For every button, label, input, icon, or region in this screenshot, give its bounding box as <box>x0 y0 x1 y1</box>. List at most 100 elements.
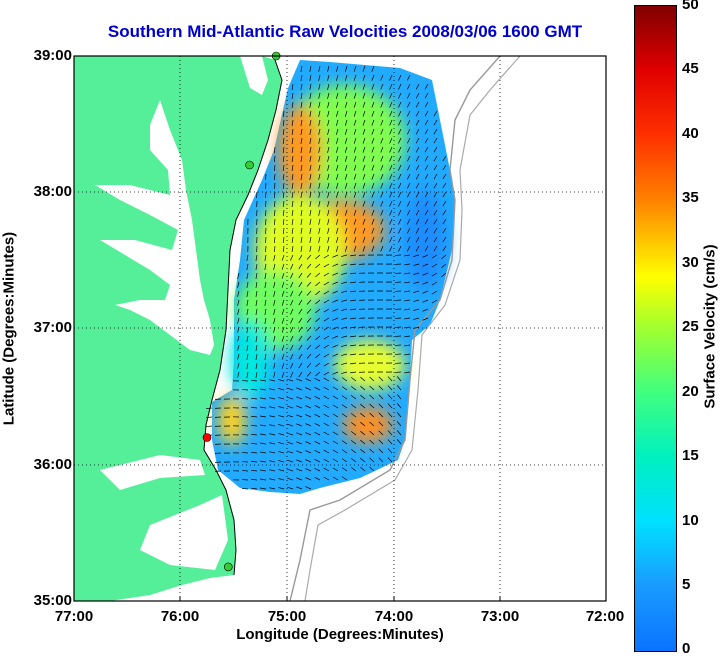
velocity-vector <box>350 254 357 257</box>
velocity-vector <box>296 387 303 391</box>
velocity-vector <box>306 344 312 350</box>
velocity-vector <box>380 182 384 189</box>
velocity-vector <box>327 128 330 135</box>
velocity-vector <box>306 371 312 377</box>
velocity-vector <box>305 459 312 463</box>
velocity-vector <box>298 326 303 333</box>
velocity-vector <box>415 182 420 189</box>
velocity-vector <box>323 362 330 367</box>
velocity-vector <box>360 385 366 391</box>
velocity-vector <box>291 245 294 252</box>
velocity-vector <box>273 290 276 297</box>
velocity-vector <box>278 397 285 400</box>
velocity-vector <box>318 236 321 243</box>
y-tick-label: 36:00 <box>33 456 72 473</box>
velocity-vector <box>251 406 258 409</box>
velocity-vector <box>332 290 339 294</box>
velocity-vector <box>362 245 366 252</box>
velocity-vector <box>341 467 348 472</box>
velocity-vector <box>433 173 438 180</box>
velocity-vector <box>318 173 321 180</box>
velocity-vector <box>237 317 240 324</box>
velocity-vector <box>336 236 339 243</box>
velocity-vector <box>273 236 276 244</box>
velocity-vector <box>360 466 366 472</box>
velocity-vector <box>341 404 348 409</box>
velocity-vector <box>353 119 357 126</box>
velocity-vector <box>350 413 357 418</box>
velocity-vector <box>246 290 249 297</box>
velocity-vector <box>309 65 312 72</box>
velocity-vector <box>205 425 213 428</box>
velocity-vector <box>396 394 402 400</box>
velocity-vector <box>314 477 321 481</box>
velocity-vector <box>287 396 294 400</box>
velocity-vector <box>442 182 447 189</box>
velocity-vector <box>318 155 321 162</box>
velocity-vector <box>237 344 240 351</box>
velocity-vector <box>323 377 330 382</box>
velocity-vector <box>300 227 303 234</box>
velocity-vector <box>398 191 402 198</box>
velocity-vector <box>264 263 267 270</box>
velocity-vector <box>251 442 258 445</box>
velocity-vector <box>278 379 285 382</box>
velocity-vector <box>362 83 366 90</box>
velocity-vector <box>387 403 393 409</box>
velocity-vector <box>323 449 330 454</box>
velocity-vector <box>309 227 312 234</box>
velocity-vector <box>323 326 330 331</box>
velocity-vector <box>265 173 267 181</box>
velocity-vector <box>344 200 348 207</box>
velocity-vector <box>296 477 303 481</box>
velocity-vector <box>344 245 348 252</box>
velocity-vector <box>327 137 330 144</box>
velocity-vector <box>290 335 294 342</box>
velocity-vector <box>360 448 366 454</box>
velocity-vector <box>360 439 366 445</box>
velocity-vector <box>269 469 276 472</box>
velocity-vector <box>315 362 321 368</box>
velocity-vector <box>350 353 357 356</box>
velocity-vector <box>273 353 276 360</box>
velocity-vector <box>404 353 411 356</box>
velocity-vector <box>422 263 429 267</box>
velocity-vector <box>362 236 366 243</box>
velocity-vector <box>332 353 339 357</box>
velocity-vector <box>398 164 402 171</box>
velocity-vector <box>246 281 249 288</box>
velocity-vector <box>441 263 447 269</box>
velocity-vector <box>371 191 375 198</box>
velocity-vector <box>323 290 330 295</box>
velocity-vector <box>332 344 339 348</box>
velocity-vector <box>290 299 294 306</box>
velocity-vector <box>300 92 303 99</box>
velocity-vector <box>298 353 303 360</box>
velocity-vector <box>318 245 321 252</box>
velocity-vector <box>287 378 294 382</box>
velocity-vector <box>291 173 294 180</box>
velocity-vector <box>287 414 294 418</box>
velocity-vector <box>281 353 285 360</box>
velocity-vector <box>336 173 339 180</box>
velocity-vector <box>298 335 303 342</box>
velocity-vector <box>380 191 384 198</box>
velocity-vector <box>305 405 312 409</box>
velocity-vector <box>300 191 303 198</box>
y-tick-label: 35:00 <box>33 592 72 609</box>
velocity-vector <box>362 119 366 126</box>
velocity-vector <box>389 92 393 99</box>
velocity-vector <box>305 414 312 418</box>
velocity-vector <box>327 236 330 243</box>
velocity-vector <box>442 164 447 171</box>
velocity-vector <box>237 281 240 288</box>
velocity-vector <box>255 344 258 351</box>
velocity-vector <box>398 200 402 207</box>
speed-zone-yellow-east <box>335 340 405 390</box>
velocity-vector <box>290 371 294 378</box>
velocity-vector <box>360 421 366 427</box>
velocity-vector <box>336 137 339 144</box>
velocity-vector <box>246 362 249 369</box>
velocity-vector <box>327 209 330 216</box>
velocity-vector <box>371 173 375 180</box>
